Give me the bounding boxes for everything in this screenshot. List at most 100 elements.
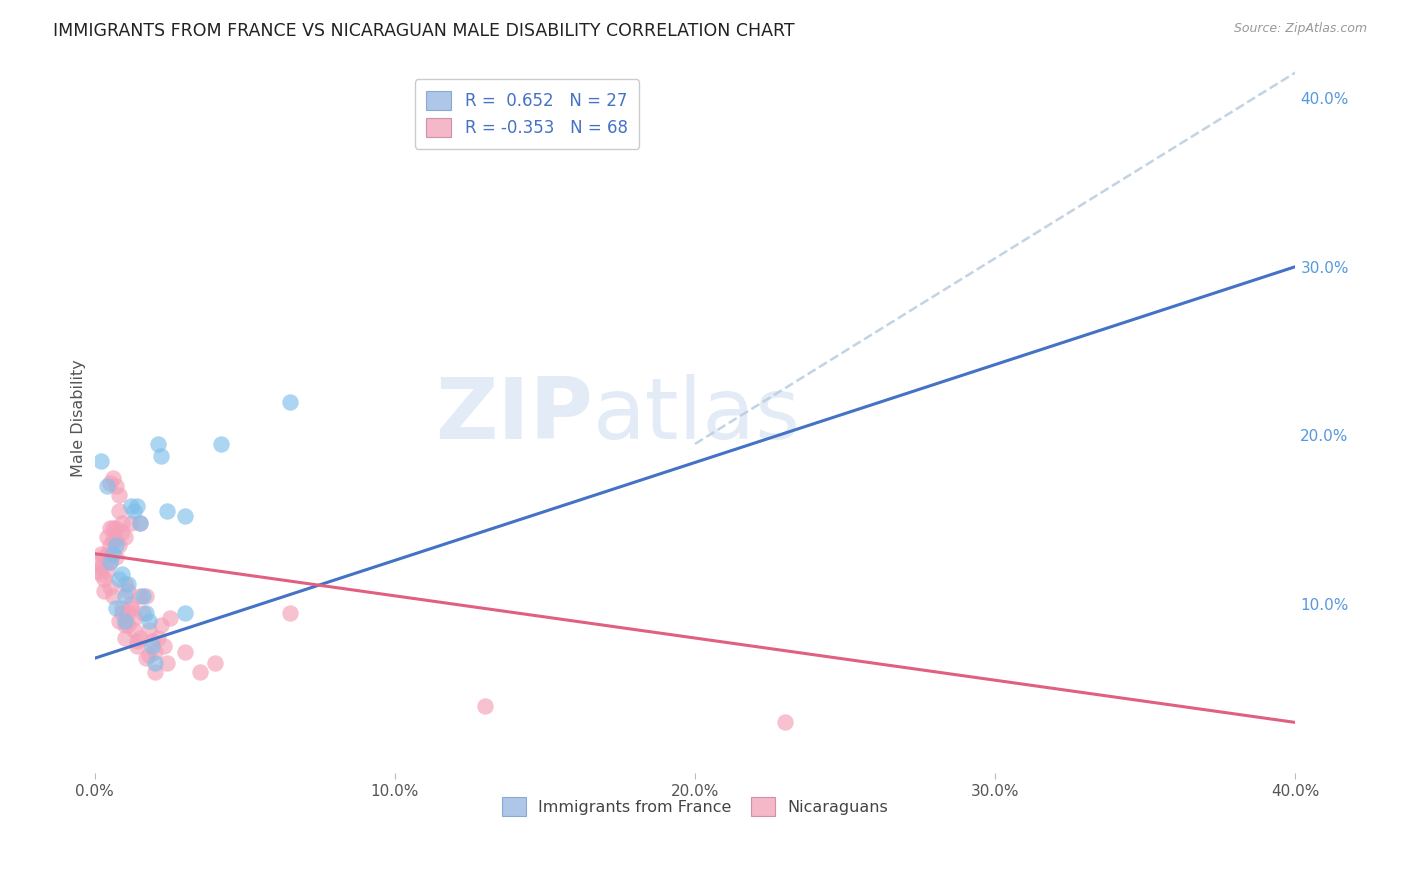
Point [278, 394, 301, 409]
Point [117, 617, 139, 632]
Point [173, 509, 195, 524]
Point [141, 634, 163, 648]
Point [98, 521, 121, 535]
Point [773, 715, 796, 730]
Point [101, 533, 124, 548]
Point [110, 566, 132, 581]
Point [107, 572, 129, 586]
Point [122, 504, 145, 518]
Point [156, 504, 179, 518]
Point [96, 564, 118, 578]
Point [93, 572, 115, 586]
Point [188, 665, 211, 679]
Point [120, 500, 142, 514]
Point [114, 617, 136, 632]
Point [98, 555, 121, 569]
Point [104, 600, 127, 615]
Point [98, 538, 121, 552]
Point [122, 623, 145, 637]
Point [90, 560, 112, 574]
Point [104, 533, 127, 548]
Point [135, 651, 157, 665]
Point [143, 644, 166, 658]
Point [110, 606, 132, 620]
Point [128, 589, 150, 603]
Point [117, 577, 139, 591]
Point [96, 547, 118, 561]
Point [131, 606, 153, 620]
Text: ZIP: ZIP [436, 374, 593, 457]
Text: atlas: atlas [593, 374, 801, 457]
Point [120, 516, 142, 531]
Point [143, 657, 166, 671]
Point [149, 449, 172, 463]
Point [101, 521, 124, 535]
Point [98, 475, 121, 490]
Point [107, 538, 129, 552]
Point [96, 479, 118, 493]
Point [114, 577, 136, 591]
Point [204, 657, 226, 671]
Point [156, 657, 179, 671]
Point [101, 589, 124, 603]
Point [159, 611, 181, 625]
Point [96, 530, 118, 544]
Point [125, 500, 148, 514]
Text: Source: ZipAtlas.com: Source: ZipAtlas.com [1233, 22, 1367, 36]
Point [86, 564, 108, 578]
Point [101, 547, 124, 561]
Point [104, 521, 127, 535]
Point [278, 606, 301, 620]
Y-axis label: Male Disability: Male Disability [72, 359, 86, 477]
Point [135, 606, 157, 620]
Point [114, 589, 136, 603]
Point [149, 617, 172, 632]
Point [143, 665, 166, 679]
Point [138, 623, 160, 637]
Legend: Immigrants from France, Nicaraguans: Immigrants from France, Nicaraguans [492, 788, 898, 825]
Point [114, 530, 136, 544]
Point [141, 640, 163, 654]
Point [101, 470, 124, 484]
Point [107, 504, 129, 518]
Point [114, 614, 136, 628]
Point [90, 566, 112, 581]
Point [122, 611, 145, 625]
Point [107, 487, 129, 501]
Point [209, 437, 232, 451]
Point [93, 583, 115, 598]
Point [90, 547, 112, 561]
Point [173, 644, 195, 658]
Point [125, 640, 148, 654]
Point [152, 640, 174, 654]
Point [110, 516, 132, 531]
Point [114, 631, 136, 645]
Point [98, 555, 121, 569]
Point [110, 600, 132, 615]
Point [117, 583, 139, 598]
Point [138, 614, 160, 628]
Point [131, 589, 153, 603]
Point [135, 589, 157, 603]
Point [128, 631, 150, 645]
Point [120, 597, 142, 611]
Point [86, 555, 108, 569]
Point [104, 538, 127, 552]
Point [107, 614, 129, 628]
Point [146, 631, 169, 645]
Point [128, 516, 150, 531]
Point [117, 606, 139, 620]
Point [128, 516, 150, 531]
Point [110, 524, 132, 539]
Point [120, 600, 142, 615]
Point [90, 454, 112, 468]
Point [125, 634, 148, 648]
Text: IMMIGRANTS FROM FRANCE VS NICARAGUAN MALE DISABILITY CORRELATION CHART: IMMIGRANTS FROM FRANCE VS NICARAGUAN MAL… [53, 22, 794, 40]
Point [173, 606, 195, 620]
Point [98, 581, 121, 595]
Point [474, 698, 496, 713]
Point [104, 549, 127, 564]
Point [104, 479, 127, 493]
Point [138, 648, 160, 662]
Point [93, 549, 115, 564]
